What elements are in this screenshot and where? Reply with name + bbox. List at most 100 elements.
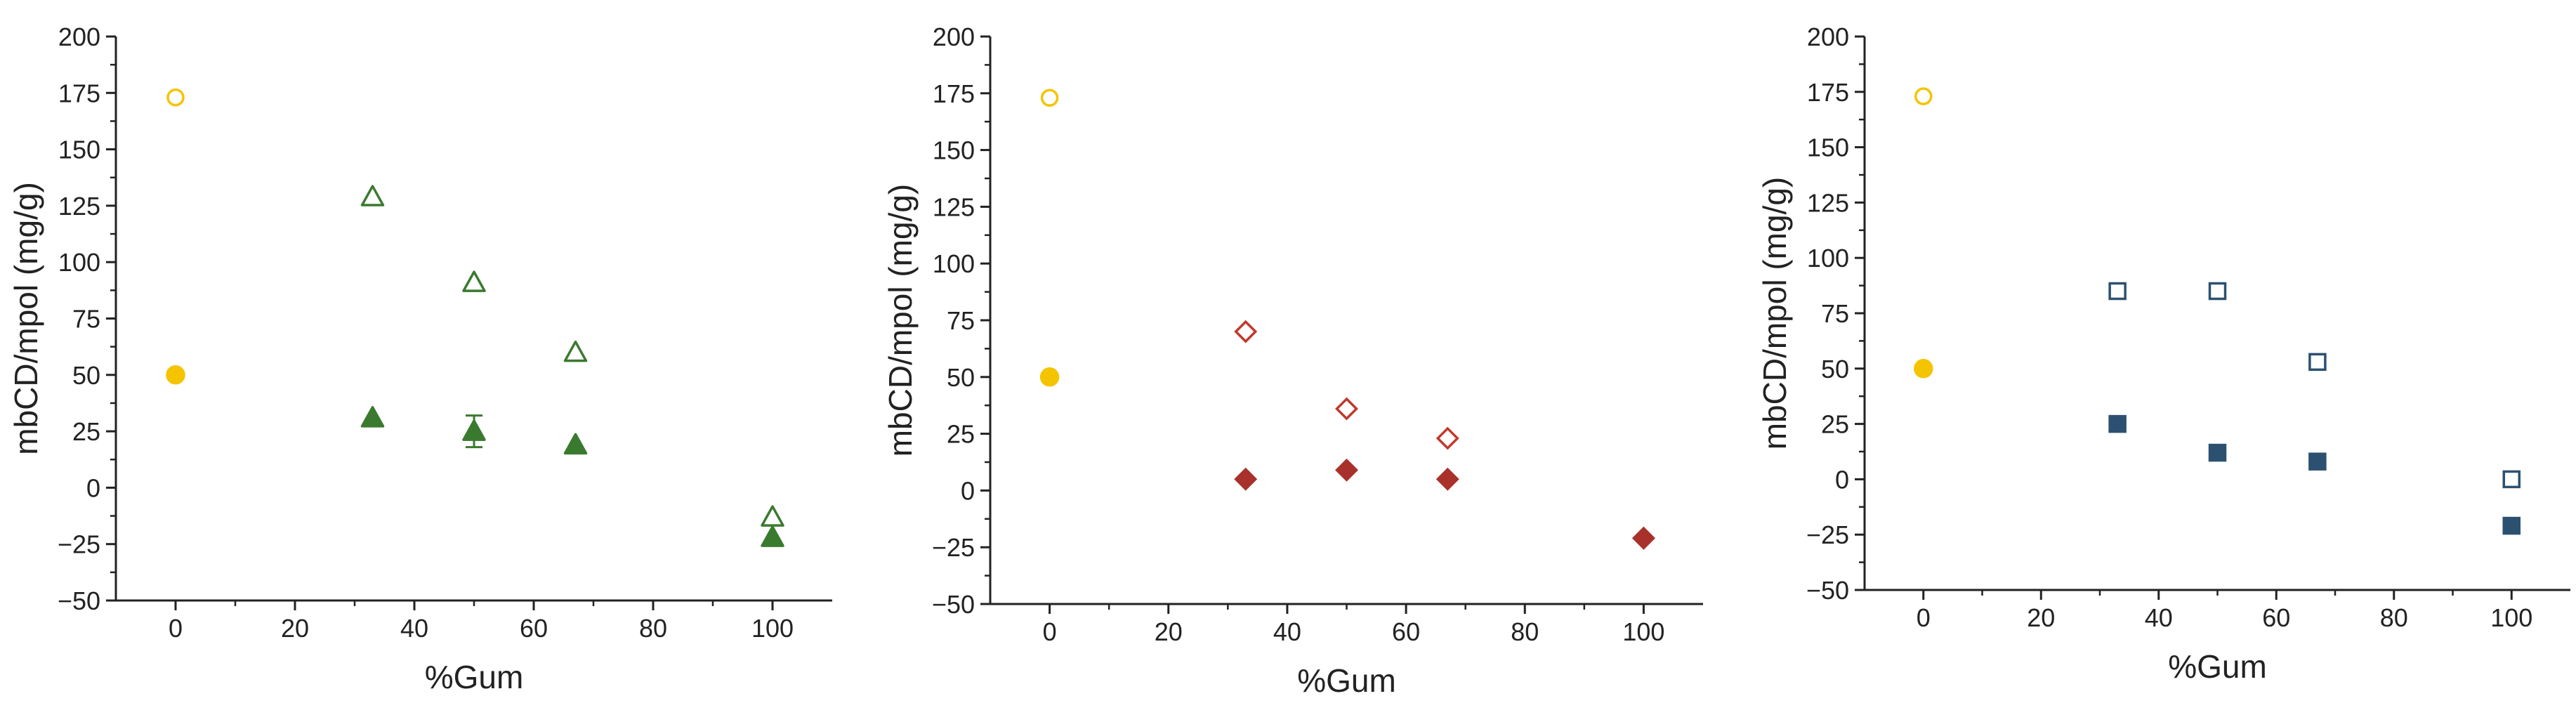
series-circle-open (1040, 88, 1059, 107)
x-tick-label: 100 (1622, 617, 1664, 646)
series-circle-filled (166, 365, 185, 385)
x-tick-label: 60 (520, 614, 548, 643)
x-tick-label: 80 (1511, 617, 1539, 646)
data-point-diamond-open (1234, 320, 1258, 343)
x-axis-label: %Gum (1297, 662, 1396, 699)
data-point-triangle-filled (563, 433, 588, 455)
data-point-circle-open (1040, 88, 1059, 107)
y-tick-label: 125 (1807, 188, 1849, 217)
x-tick-label: 60 (1392, 617, 1420, 646)
data-point-circle-filled (166, 365, 185, 385)
series-circle-open (166, 88, 185, 107)
y-tick-label: 50 (72, 361, 100, 390)
data-point-triangle-open (462, 270, 486, 292)
y-tick-label: 150 (933, 136, 975, 165)
data-point-triangle-filled (360, 406, 385, 428)
x-tick-label: 0 (1917, 603, 1931, 632)
y-tick-label: 100 (933, 249, 975, 278)
data-point-square-open (2108, 282, 2127, 301)
chart-panel-3: −50 −25 0 25 50 75 100 125 150 175 200 0 20 40 60 80 100… (1756, 22, 2570, 685)
y-tick-label: 75 (72, 305, 100, 334)
x-tick-label: 100 (751, 614, 794, 643)
data-point-square-filled (2308, 452, 2327, 471)
chart-panel-2: −50 −25 0 25 50 75 100 125 150 175 200 0 20 40 60 80 100… (882, 22, 1703, 699)
x-tick-label: 20 (281, 614, 309, 643)
data-point-triangle-open (360, 185, 385, 206)
y-tick-label: 50 (1821, 355, 1849, 383)
x-tick-label: 40 (1273, 617, 1301, 646)
y-axis-label: mbCD/mpol (mg/g) (1756, 177, 1793, 450)
x-tick-label: 0 (169, 614, 183, 643)
y-tick-label: 200 (1807, 22, 1849, 51)
series-square-filled (2108, 414, 2521, 535)
x-tick-label: 20 (2027, 603, 2055, 632)
data-point-square-filled (2502, 516, 2521, 535)
data-point-triangle-filled (462, 419, 486, 441)
x-tick-label: 0 (1043, 617, 1057, 646)
y-tick-label: 100 (1807, 244, 1849, 273)
x-tick-label: 80 (639, 614, 667, 643)
data-point-triangle-open (563, 340, 588, 362)
y-tick-label: 125 (58, 192, 100, 221)
data-point-diamond-filled (1335, 458, 1358, 482)
data-point-square-filled (2108, 414, 2127, 433)
y-tick-label: 150 (1807, 133, 1849, 162)
y-tick-label: −50 (1806, 576, 1849, 605)
data-point-diamond-filled (1234, 467, 1258, 491)
series-square-open (2108, 282, 2521, 489)
y-tick-label: 50 (947, 363, 975, 392)
x-tick-label: 80 (2380, 603, 2408, 632)
x-tick-label: 60 (2262, 603, 2290, 632)
y-tick-label: −50 (58, 586, 100, 615)
data-point-circle-filled (1039, 367, 1060, 387)
y-tick-label: 175 (1807, 78, 1849, 107)
y-tick-label: 175 (933, 79, 975, 108)
series-circle-filled (1914, 359, 1933, 379)
data-point-circle-open (166, 88, 185, 107)
data-point-square-open (2208, 282, 2227, 301)
y-tick-label: 0 (86, 473, 100, 502)
data-point-circle-filled (1914, 359, 1933, 379)
y-tick-label: 25 (947, 420, 975, 449)
data-point-diamond-filled (1435, 467, 1459, 491)
y-tick-label: 175 (58, 79, 100, 107)
series-diamond-open (1234, 320, 1655, 550)
series-triangle-open (360, 185, 784, 527)
y-tick-label: 25 (72, 417, 100, 446)
data-point-circle-open (1914, 87, 1933, 105)
x-axis-label: %Gum (425, 659, 524, 695)
series-circle-filled (1039, 367, 1060, 387)
y-tick-label: 75 (947, 306, 975, 335)
chart-panel-1: −50 −25 0 25 50 75 100 125 150 175 200 0 20 40 60 80 100… (8, 22, 832, 695)
y-tick-label: −50 (932, 590, 975, 619)
y-axis-label: mbCD/mpol (mg/g) (8, 182, 44, 455)
data-point-diamond-filled (1631, 526, 1655, 550)
x-axis-label: %Gum (2168, 648, 2267, 685)
series-diamond-filled (1234, 458, 1655, 550)
x-tick-label: 20 (1155, 617, 1183, 646)
series-circle-open (1914, 87, 1933, 105)
y-tick-label: −25 (1806, 520, 1849, 549)
data-point-diamond-open (1335, 397, 1358, 421)
data-point-triangle-filled (761, 525, 784, 547)
y-tick-label: 200 (933, 22, 975, 51)
y-tick-label: 75 (1821, 299, 1849, 328)
y-tick-label: 0 (1835, 465, 1849, 494)
x-tick-label: 100 (2490, 603, 2532, 632)
x-tick-label: 40 (2145, 603, 2173, 632)
y-tick-label: 0 (961, 476, 975, 505)
series-triangle-filled (360, 406, 784, 547)
y-tick-label: 150 (58, 136, 100, 164)
data-point-diamond-open (1435, 426, 1459, 450)
y-tick-label: −25 (58, 530, 100, 559)
y-tick-label: 200 (58, 22, 100, 51)
x-tick-label: 40 (400, 614, 428, 643)
y-tick-label: 100 (58, 248, 100, 277)
y-axis-label: mbCD/mpol (mg/g) (882, 184, 919, 457)
y-tick-label: 125 (933, 192, 975, 221)
y-tick-label: 25 (1821, 410, 1849, 439)
data-point-square-open (2502, 470, 2521, 489)
y-tick-label: −25 (932, 533, 975, 562)
data-point-square-filled (2208, 443, 2227, 462)
